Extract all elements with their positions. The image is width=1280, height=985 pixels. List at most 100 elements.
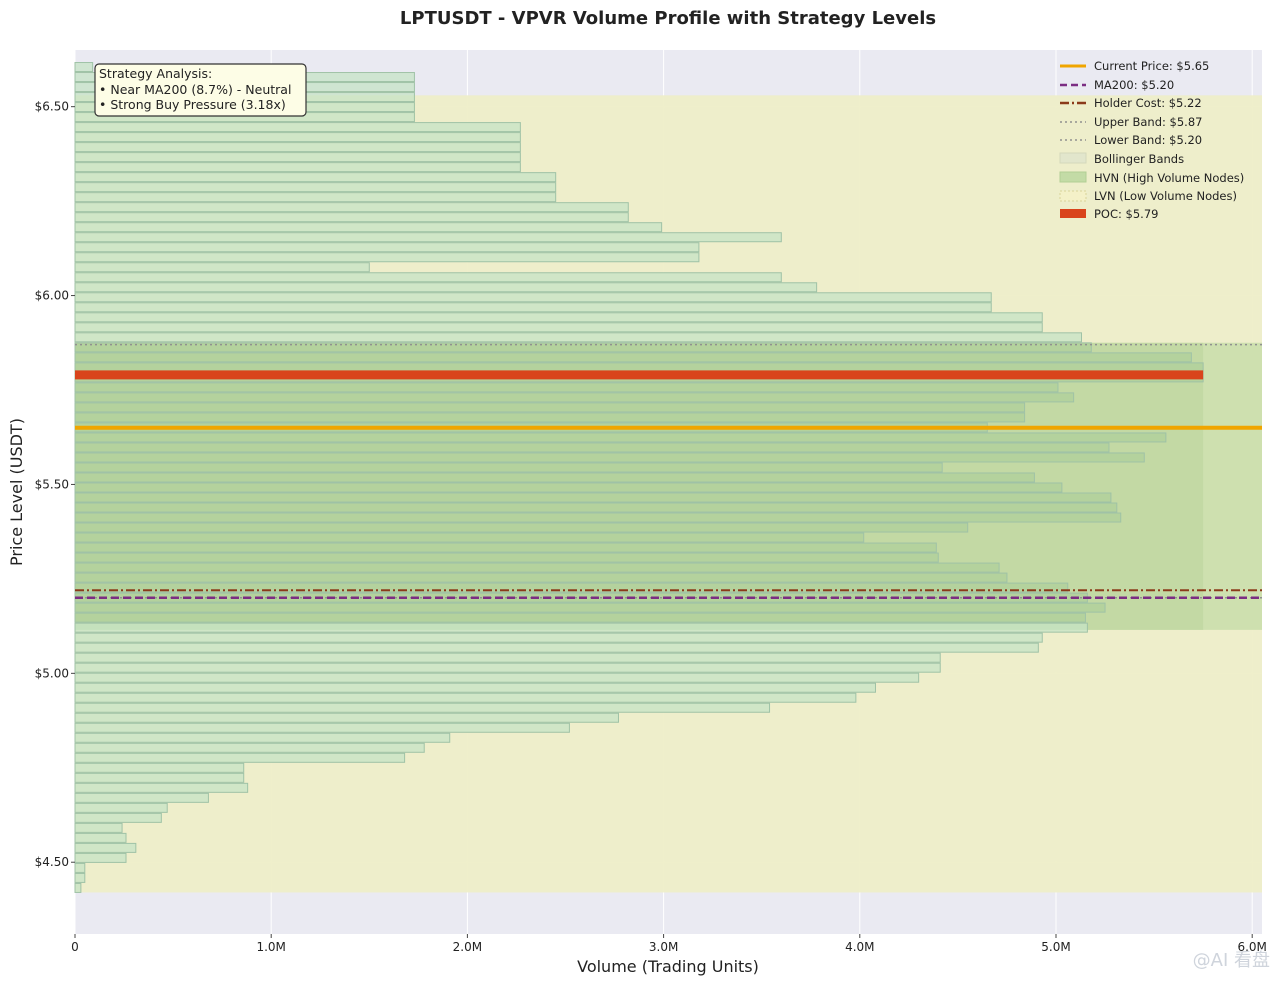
volume-bar	[74, 562, 1000, 573]
x-tick-label: 5.0M	[1041, 940, 1070, 954]
volume-bar	[74, 572, 1008, 583]
volume-bar	[74, 682, 876, 693]
legend-label: Bollinger Bands	[1094, 152, 1184, 166]
legend-swatch-poc	[1060, 209, 1086, 218]
legend: Current Price: $5.65 MA200: $5.20 Holder…	[1059, 59, 1244, 221]
x-tick-label: 3.0M	[649, 940, 678, 954]
legend-label: Current Price: $5.65	[1094, 59, 1209, 73]
volume-bars	[74, 62, 1204, 893]
volume-bar	[74, 492, 1112, 503]
annotation-line: • Strong Buy Pressure (3.18x)	[99, 97, 286, 112]
volume-bar	[74, 142, 521, 153]
volume-bar	[74, 212, 629, 223]
legend-label: LVN (Low Volume Nodes)	[1094, 189, 1237, 203]
volume-bar	[74, 542, 937, 553]
volume-bar	[74, 772, 245, 783]
legend-label: Holder Cost: $5.22	[1094, 96, 1202, 110]
volume-bar	[74, 712, 619, 723]
y-tick-label: $5.00	[35, 666, 69, 680]
volume-bar	[74, 222, 663, 233]
volume-bar	[74, 462, 943, 473]
volume-bar	[74, 172, 557, 183]
volume-bar	[74, 392, 1075, 403]
volume-bar	[74, 602, 1106, 613]
annotation-box	[94, 63, 307, 117]
legend-swatch-hvn	[1059, 171, 1087, 183]
volume-bar	[74, 792, 209, 803]
volume-bar	[74, 402, 1026, 413]
volume-bar	[74, 702, 771, 713]
volume-bar	[74, 62, 94, 73]
x-tick-label: 2.0M	[453, 940, 482, 954]
poc-bar	[75, 370, 1204, 380]
volume-bar	[74, 782, 249, 793]
volume-bar	[74, 762, 245, 773]
volume-bar	[74, 552, 939, 563]
volume-bar	[74, 232, 782, 243]
legend-swatch-lvn	[1059, 190, 1087, 202]
y-tick-label: $5.50	[35, 477, 69, 491]
x-axis-label: Volume (Trading Units)	[577, 957, 759, 976]
strategy-annotation: Strategy Analysis: • Near MA200 (8.7%) -…	[94, 63, 307, 117]
legend-swatch-bollinger	[1059, 152, 1087, 164]
volume-bar	[74, 322, 1043, 333]
volume-bar	[74, 512, 1122, 523]
volume-bar	[74, 832, 127, 843]
volume-bar	[74, 292, 992, 303]
volume-bar	[74, 632, 1043, 643]
volume-bar	[74, 692, 857, 703]
volume-bar	[74, 532, 865, 543]
x-tick-label: 6.0M	[1237, 940, 1266, 954]
x-tick-label: 0	[71, 940, 79, 954]
volume-bar	[74, 842, 137, 853]
annotation-line: Strategy Analysis:	[99, 66, 212, 81]
volume-bar	[74, 742, 425, 753]
volume-bar	[74, 502, 1118, 513]
y-axis-label: Price Level (USDT)	[7, 418, 26, 566]
volume-bar	[74, 342, 1092, 353]
y-axis-ticks: $4.50 $5.00 $5.50 $6.00 $6.50	[35, 100, 75, 869]
volume-bar	[74, 862, 86, 873]
volume-bar	[74, 482, 1063, 493]
volume-bar	[74, 622, 1088, 633]
volume-bar	[74, 802, 168, 813]
volume-bar	[74, 152, 521, 163]
volume-bar	[74, 132, 521, 143]
volume-bar	[74, 182, 557, 193]
strategy-levels	[75, 343, 1262, 600]
volume-bar	[74, 612, 1086, 623]
annotation-line: • Near MA200 (8.7%) - Neutral	[99, 82, 291, 97]
volume-bar	[74, 642, 1039, 653]
volume-bar	[74, 262, 370, 273]
y-tick-label: $6.00	[35, 289, 69, 303]
x-tick-label: 4.0M	[845, 940, 874, 954]
volume-bar	[74, 852, 127, 863]
volume-bar	[74, 312, 1043, 323]
volume-bar	[74, 652, 941, 663]
volume-bar	[74, 242, 700, 253]
y-tick-label: $6.50	[35, 100, 69, 114]
legend-label: HVN (High Volume Nodes)	[1094, 171, 1244, 185]
volume-bar	[74, 732, 451, 743]
volume-bar	[74, 332, 1082, 343]
watermark: @AI 看盘	[1193, 950, 1270, 971]
volume-bar	[74, 812, 162, 823]
volume-bar	[74, 412, 1026, 423]
volume-bar	[74, 252, 700, 263]
volume-bar	[74, 352, 1192, 363]
volume-bar	[74, 522, 969, 533]
volume-bar	[74, 872, 86, 883]
volume-bar	[74, 662, 941, 673]
volume-bar	[74, 192, 557, 203]
y-tick-label: $4.50	[35, 855, 69, 869]
legend-label: POC: $5.79	[1094, 207, 1158, 221]
volume-bar	[74, 582, 1069, 593]
volume-bar	[74, 272, 782, 283]
volume-bar	[74, 752, 406, 763]
volume-bar	[74, 432, 1167, 443]
volume-bar	[74, 472, 1035, 483]
volume-bar	[74, 822, 123, 833]
volume-bar	[74, 282, 818, 293]
legend-label: Lower Band: $5.20	[1094, 133, 1202, 147]
